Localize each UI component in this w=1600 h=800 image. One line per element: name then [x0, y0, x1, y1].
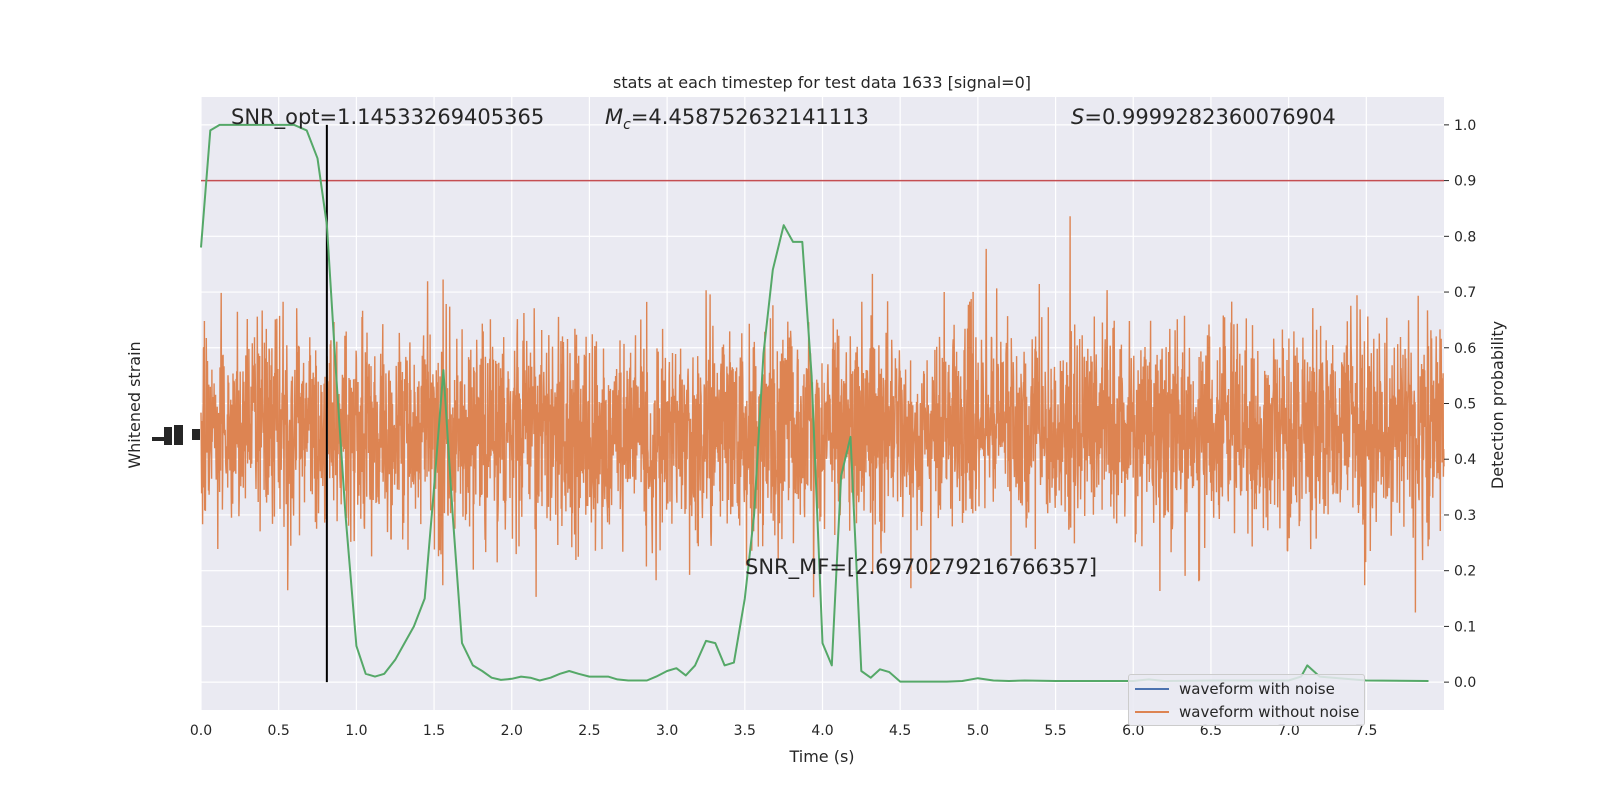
snr-opt-annotation: SNR_opt=1.14533269405365 [231, 105, 544, 130]
series-waveform-without-noise [200, 216, 1445, 613]
y-tick-label: 0.5 [1454, 397, 1476, 413]
x-tick-label: 6.5 [1200, 723, 1222, 739]
x-tick-label: 5.5 [1044, 723, 1066, 739]
x-tick-label: 4.0 [811, 723, 833, 739]
y-tick-label: 0.9 [1454, 174, 1476, 190]
chirp-mass-annotation: Mc=4.458752632141113 [605, 105, 869, 133]
y-tick-label: 1.0 [1454, 118, 1476, 134]
y-tick-label: 0.6 [1454, 341, 1476, 357]
y-tick-label: 0.8 [1454, 229, 1476, 245]
x-tick-label: 6.0 [1122, 723, 1144, 739]
legend-swatch-with-noise [1135, 688, 1169, 690]
legend: waveform with noise waveform without noi… [1128, 674, 1365, 726]
y-tick-label: 0.2 [1454, 564, 1476, 580]
noise-waveform-line [200, 216, 1445, 613]
legend-swatch-without-noise [1135, 711, 1169, 713]
legend-item-with-noise: waveform with noise [1135, 678, 1335, 700]
x-axis-label: Time (s) [788, 747, 854, 766]
legend-label-with-noise: waveform with noise [1179, 680, 1335, 698]
chirp-mass-symbol: M [605, 105, 623, 129]
overlay [200, 123, 1444, 683]
right-y-axis: 0.0 0.1 0.2 0.3 0.4 0.5 0.6 0.7 0.8 0.9 1.0 [1444, 118, 1476, 691]
s-annotation: S=0.9999282360076904 [1071, 105, 1336, 129]
x-tick-label: 4.5 [889, 723, 911, 739]
x-tick-label: 1.5 [423, 723, 445, 739]
y-tick-label: 0.0 [1454, 675, 1476, 691]
left-y-axis-ticks [152, 425, 200, 445]
snr-mf-annotation: SNR_MF=[2.6970279216766357] [745, 555, 1097, 580]
y-tick-label: 0.1 [1454, 619, 1476, 635]
y-tick-label: 0.3 [1454, 508, 1476, 524]
chart-title: stats at each timestep for test data 163… [613, 73, 1031, 92]
x-tick-label: 3.5 [734, 723, 756, 739]
x-tick-label: 0.5 [268, 723, 290, 739]
legend-label-without-noise: waveform without noise [1179, 703, 1360, 721]
x-tick-label: 0.0 [190, 723, 212, 739]
y-tick-label: 0.4 [1454, 452, 1476, 468]
x-tick-label: 2.0 [501, 723, 523, 739]
x-tick-label: 5.0 [967, 723, 989, 739]
x-tick-label: 1.0 [345, 723, 367, 739]
s-symbol: S [1071, 105, 1084, 129]
detection-probability-line [200, 123, 1429, 683]
right-y-axis-label: Detection probability [1488, 321, 1507, 489]
x-tick-label: 7.5 [1355, 723, 1377, 739]
x-tick-label: 3.0 [656, 723, 678, 739]
x-tick-label: 2.5 [578, 723, 600, 739]
x-axis: 0.0 0.5 1.0 1.5 2.0 2.5 3.0 3.5 4.0 4.5 5.0 5.5 6.0 6… [190, 723, 1378, 739]
x-tick-label: 7.0 [1277, 723, 1299, 739]
left-y-axis-label: Whitened strain [125, 341, 144, 468]
chirp-mass-subscript: c [623, 117, 631, 133]
s-value: =0.9999282360076904 [1084, 105, 1335, 129]
y-tick-label: 0.7 [1454, 285, 1476, 301]
legend-item-without-noise: waveform without noise [1135, 701, 1359, 723]
chirp-mass-value: =4.458752632141113 [631, 105, 869, 129]
